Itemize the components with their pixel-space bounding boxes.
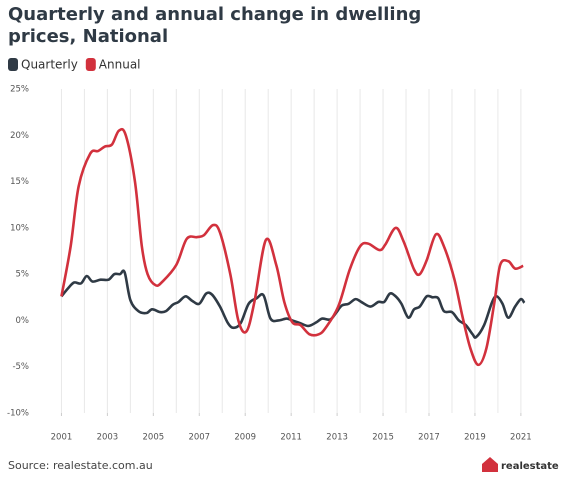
x-tick-label: 2021: [510, 433, 532, 443]
logo-icon: [482, 457, 498, 472]
legend-swatch: [85, 58, 96, 71]
logo-text: realestate: [501, 461, 559, 472]
x-tick-label: 2009: [234, 433, 256, 443]
source: Source: realestate.com.au: [8, 459, 153, 472]
y-tick-label: 5%: [16, 270, 30, 280]
y-tick-label: 25%: [10, 85, 29, 95]
series-line: [60, 269, 526, 339]
y-tick-label: 20%: [10, 131, 29, 141]
x-tick-label: 2015: [372, 433, 394, 443]
y-tick-label: 15%: [10, 177, 29, 187]
x-tick-label: 2011: [280, 433, 302, 443]
y-tick-label: -10%: [7, 409, 29, 419]
x-tick-label: 2007: [188, 433, 210, 443]
legend-label: Annual: [99, 58, 141, 72]
x-tick-label: 2017: [418, 433, 440, 443]
x-tick-label: 2019: [464, 433, 486, 443]
series-line: [60, 127, 524, 367]
legend-label: Quarterly: [21, 58, 78, 72]
logo: realestate: [482, 457, 559, 472]
x-tick-label: 2003: [97, 433, 119, 443]
x-tick-label: 2001: [51, 433, 73, 443]
x-tick-label: 2005: [143, 433, 165, 443]
y-tick-label: -5%: [12, 362, 29, 372]
x-tick-label: 2013: [326, 433, 348, 443]
y-tick-label: 0%: [16, 316, 30, 326]
chart-title: Quarterly and annual change in dwelling …: [8, 4, 422, 47]
y-tick-label: 10%: [10, 223, 29, 233]
legend-swatch: [8, 58, 18, 71]
